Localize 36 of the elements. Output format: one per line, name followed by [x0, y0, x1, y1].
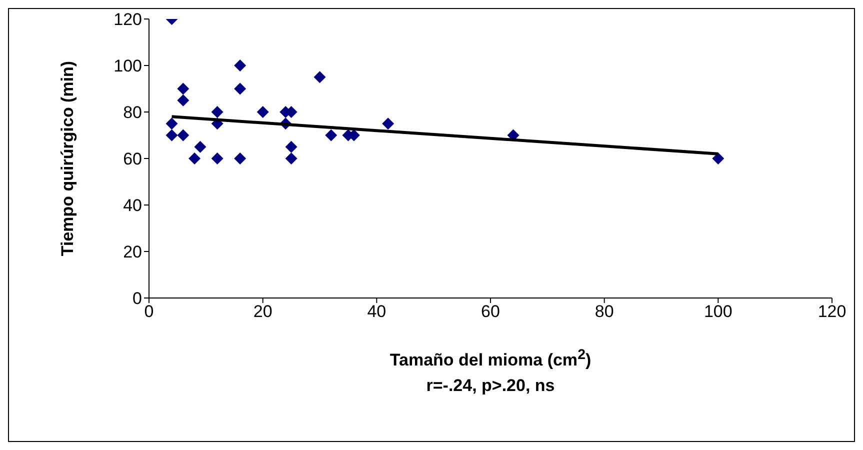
x-axis-title: Tamaño del mioma (cm$^{2}$) — [388, 347, 592, 371]
point — [166, 118, 178, 130]
y-tick-label: 0 — [132, 289, 142, 308]
x-tick-label: 60 — [481, 302, 500, 322]
x-tick-label: 20 — [253, 302, 272, 322]
y-tick-label: 20 — [123, 242, 142, 262]
x-tick-label: 120 — [818, 302, 846, 322]
x-tick-label: 100 — [704, 302, 732, 322]
point — [285, 152, 298, 164]
y-tick-label: 80 — [123, 103, 142, 122]
point — [194, 140, 206, 153]
point — [188, 152, 201, 164]
point — [382, 118, 394, 130]
x-tick-label: 40 — [367, 302, 386, 322]
y-tick-label: 60 — [123, 150, 142, 169]
point — [256, 106, 269, 118]
point — [234, 82, 246, 95]
point — [285, 140, 298, 153]
y-tick-label: 100 — [114, 56, 142, 76]
point — [177, 94, 190, 106]
point — [166, 129, 178, 142]
point — [712, 152, 724, 164]
point — [177, 129, 190, 142]
point — [177, 82, 190, 95]
point — [211, 106, 224, 118]
y-tick-label: 120 — [114, 10, 142, 30]
x-tick-label: 0 — [144, 302, 154, 322]
y-tick-label: 40 — [123, 196, 142, 216]
point — [314, 71, 326, 84]
point — [234, 152, 246, 164]
point — [234, 60, 246, 72]
point — [325, 129, 338, 142]
x-tick-label: 80 — [594, 302, 614, 322]
y-axis-title: Tiempo quirúrgico (min) — [58, 60, 78, 256]
text: r=-.24, p>.20, ns — [425, 376, 556, 396]
point — [211, 152, 224, 164]
